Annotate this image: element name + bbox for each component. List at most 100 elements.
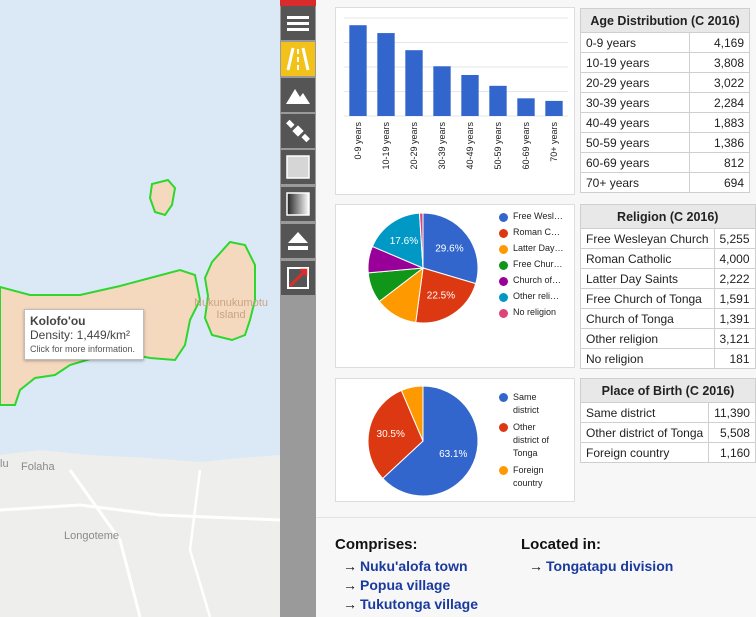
- arrow-right-icon: →: [343, 596, 357, 612]
- birth-legend-item[interactable]: Other district of Tonga: [499, 421, 549, 460]
- comprises-link[interactable]: → Tukutonga village: [343, 596, 478, 612]
- age-bar[interactable]: [433, 66, 451, 116]
- religion-slice[interactable]: [415, 267, 477, 324]
- birth-legend-item[interactable]: Same district: [499, 391, 549, 417]
- birth-legend: Same district Other district of Tonga Foreign…: [499, 391, 549, 494]
- religion-pie-chart: 29.6% 22.5% 17.6%: [367, 212, 479, 324]
- birth-value: 1,160: [708, 442, 756, 463]
- legend-label: Roman C…: [513, 227, 561, 237]
- legend-label-line: country: [513, 478, 543, 488]
- expand-icon: [287, 267, 309, 289]
- road-layer-button[interactable]: [281, 42, 315, 76]
- religion-legend-item[interactable]: Latter Day…: [499, 243, 564, 259]
- district-outline-islet[interactable]: [148, 178, 177, 217]
- menu-icon: [287, 16, 309, 31]
- arrow-right-icon: →: [343, 558, 357, 574]
- gradient-icon: [286, 192, 310, 216]
- religion-legend-item[interactable]: Free Chur…: [499, 259, 564, 275]
- age-bar-tick-label: 50-59 years: [493, 122, 503, 170]
- age-bar[interactable]: [489, 85, 507, 116]
- age-bar[interactable]: [405, 50, 423, 116]
- legend-swatch: [499, 466, 508, 475]
- satellite-layer-button[interactable]: [281, 114, 315, 148]
- religion-row: Free Wesleyan Church 5,255: [580, 228, 756, 249]
- legend-label: Free Wesl…: [513, 211, 563, 221]
- legend-label: Same district: [513, 391, 539, 417]
- age-bar-tick-label: 30-39 years: [437, 122, 447, 170]
- religion-legend-item[interactable]: Other reli…: [499, 291, 564, 307]
- age-row: 10-19 years 3,808: [580, 52, 751, 73]
- legend-swatch: [499, 423, 508, 432]
- birth-row: Same district 11,390: [579, 402, 756, 423]
- location-links: Comprises: → Nuku'alofa town → Popua villag…: [316, 517, 756, 617]
- birth-row: Other district of Tonga 5,508: [579, 422, 756, 443]
- birth-table: Place of Birth (C 2016) Same district 11,…: [579, 378, 756, 463]
- birth-label: Same district: [579, 402, 710, 423]
- arrow-right-icon: →: [343, 577, 357, 593]
- religion-label: No religion: [580, 348, 715, 369]
- eject-icon: [288, 232, 308, 250]
- arrow-right-icon: →: [529, 558, 543, 574]
- legend-swatch: [499, 261, 508, 270]
- tooltip-hint: Click for more information.: [30, 344, 136, 354]
- comprises-link-label: Nuku'alofa town: [360, 558, 468, 574]
- tooltip-density: Density: 1,449/km²: [30, 328, 131, 342]
- located-in-link[interactable]: → Tongatapu division: [529, 558, 673, 574]
- religion-legend-item[interactable]: Free Wesl…: [499, 211, 564, 227]
- menu-button[interactable]: [281, 6, 315, 40]
- legend-label: Church of…: [513, 275, 562, 285]
- age-bar[interactable]: [461, 74, 479, 116]
- comprises-link[interactable]: → Nuku'alofa town: [343, 558, 468, 574]
- age-label: 70+ years: [580, 172, 690, 193]
- comprises-link[interactable]: → Popua village: [343, 577, 450, 593]
- birth-slice[interactable]: [367, 389, 424, 480]
- religion-slice[interactable]: [418, 212, 424, 269]
- district-outline-island[interactable]: [203, 240, 256, 342]
- land-road: [68, 469, 142, 617]
- legend-label-line: Foreign: [513, 465, 544, 475]
- age-bar[interactable]: [517, 98, 535, 116]
- religion-row: No religion 181: [580, 348, 756, 369]
- religion-slice-label: 17.6%: [390, 236, 418, 247]
- age-bar[interactable]: [545, 100, 563, 116]
- birth-value: 5,508: [708, 422, 756, 443]
- age-table-title: Age Distribution (C 2016): [580, 8, 750, 33]
- religion-slice[interactable]: [371, 212, 424, 269]
- religion-legend-item[interactable]: Church of…: [499, 275, 564, 291]
- square-icon: [286, 155, 310, 179]
- legend-label-line: district: [513, 405, 540, 415]
- birth-slice[interactable]: [382, 385, 479, 497]
- birth-legend-item[interactable]: Foreign country: [499, 464, 549, 490]
- religion-legend-item[interactable]: No religion: [499, 307, 564, 323]
- age-bar-tick-label: 40-49 years: [465, 122, 475, 170]
- located-in-link-label: Tongatapu division: [546, 558, 674, 574]
- map-view[interactable]: Nukunukumotu Island Folaha lu Longoteme …: [0, 0, 280, 617]
- eject-button[interactable]: [281, 224, 315, 258]
- legend-label-line: district of: [513, 435, 550, 445]
- age-value: 2,284: [688, 92, 751, 113]
- age-bar-chart: 0-9 years 10-19 years 20-29 years 30-39 yea…: [344, 17, 568, 170]
- comprises-link-label: Tukutonga village: [360, 596, 478, 612]
- birth-slice[interactable]: [400, 385, 424, 442]
- age-bar-tick-label: 70+ years: [549, 122, 559, 162]
- legend-label-line: Same: [513, 392, 537, 402]
- religion-legend: Free Wesl… Roman C… Latter Day… Free Chur… C…: [499, 211, 564, 323]
- age-row: 40-49 years 1,883: [580, 112, 751, 133]
- religion-slice-label: 22.5%: [427, 291, 455, 302]
- gradient-layer-button[interactable]: [281, 187, 315, 221]
- plain-layer-button[interactable]: [281, 150, 315, 184]
- comprises-title: Comprises:: [335, 536, 418, 553]
- religion-label: Roman Catholic: [580, 248, 715, 269]
- religion-slice[interactable]: [422, 212, 479, 285]
- religion-row: Other religion 3,121: [580, 328, 756, 349]
- age-bar[interactable]: [349, 25, 367, 117]
- map-tooltip[interactable]: Kolofo'ou Density: 1,449/km² Click for m…: [24, 309, 144, 360]
- legend-label-line: Tonga: [513, 448, 538, 458]
- terrain-layer-button[interactable]: [281, 78, 315, 112]
- expand-button[interactable]: [281, 261, 315, 295]
- age-value: 1,883: [688, 112, 751, 133]
- age-bar[interactable]: [377, 33, 395, 116]
- island-label: Nukunukumotu Island: [194, 297, 268, 321]
- age-row: 60-69 years 812: [580, 152, 751, 173]
- religion-legend-item[interactable]: Roman C…: [499, 227, 564, 243]
